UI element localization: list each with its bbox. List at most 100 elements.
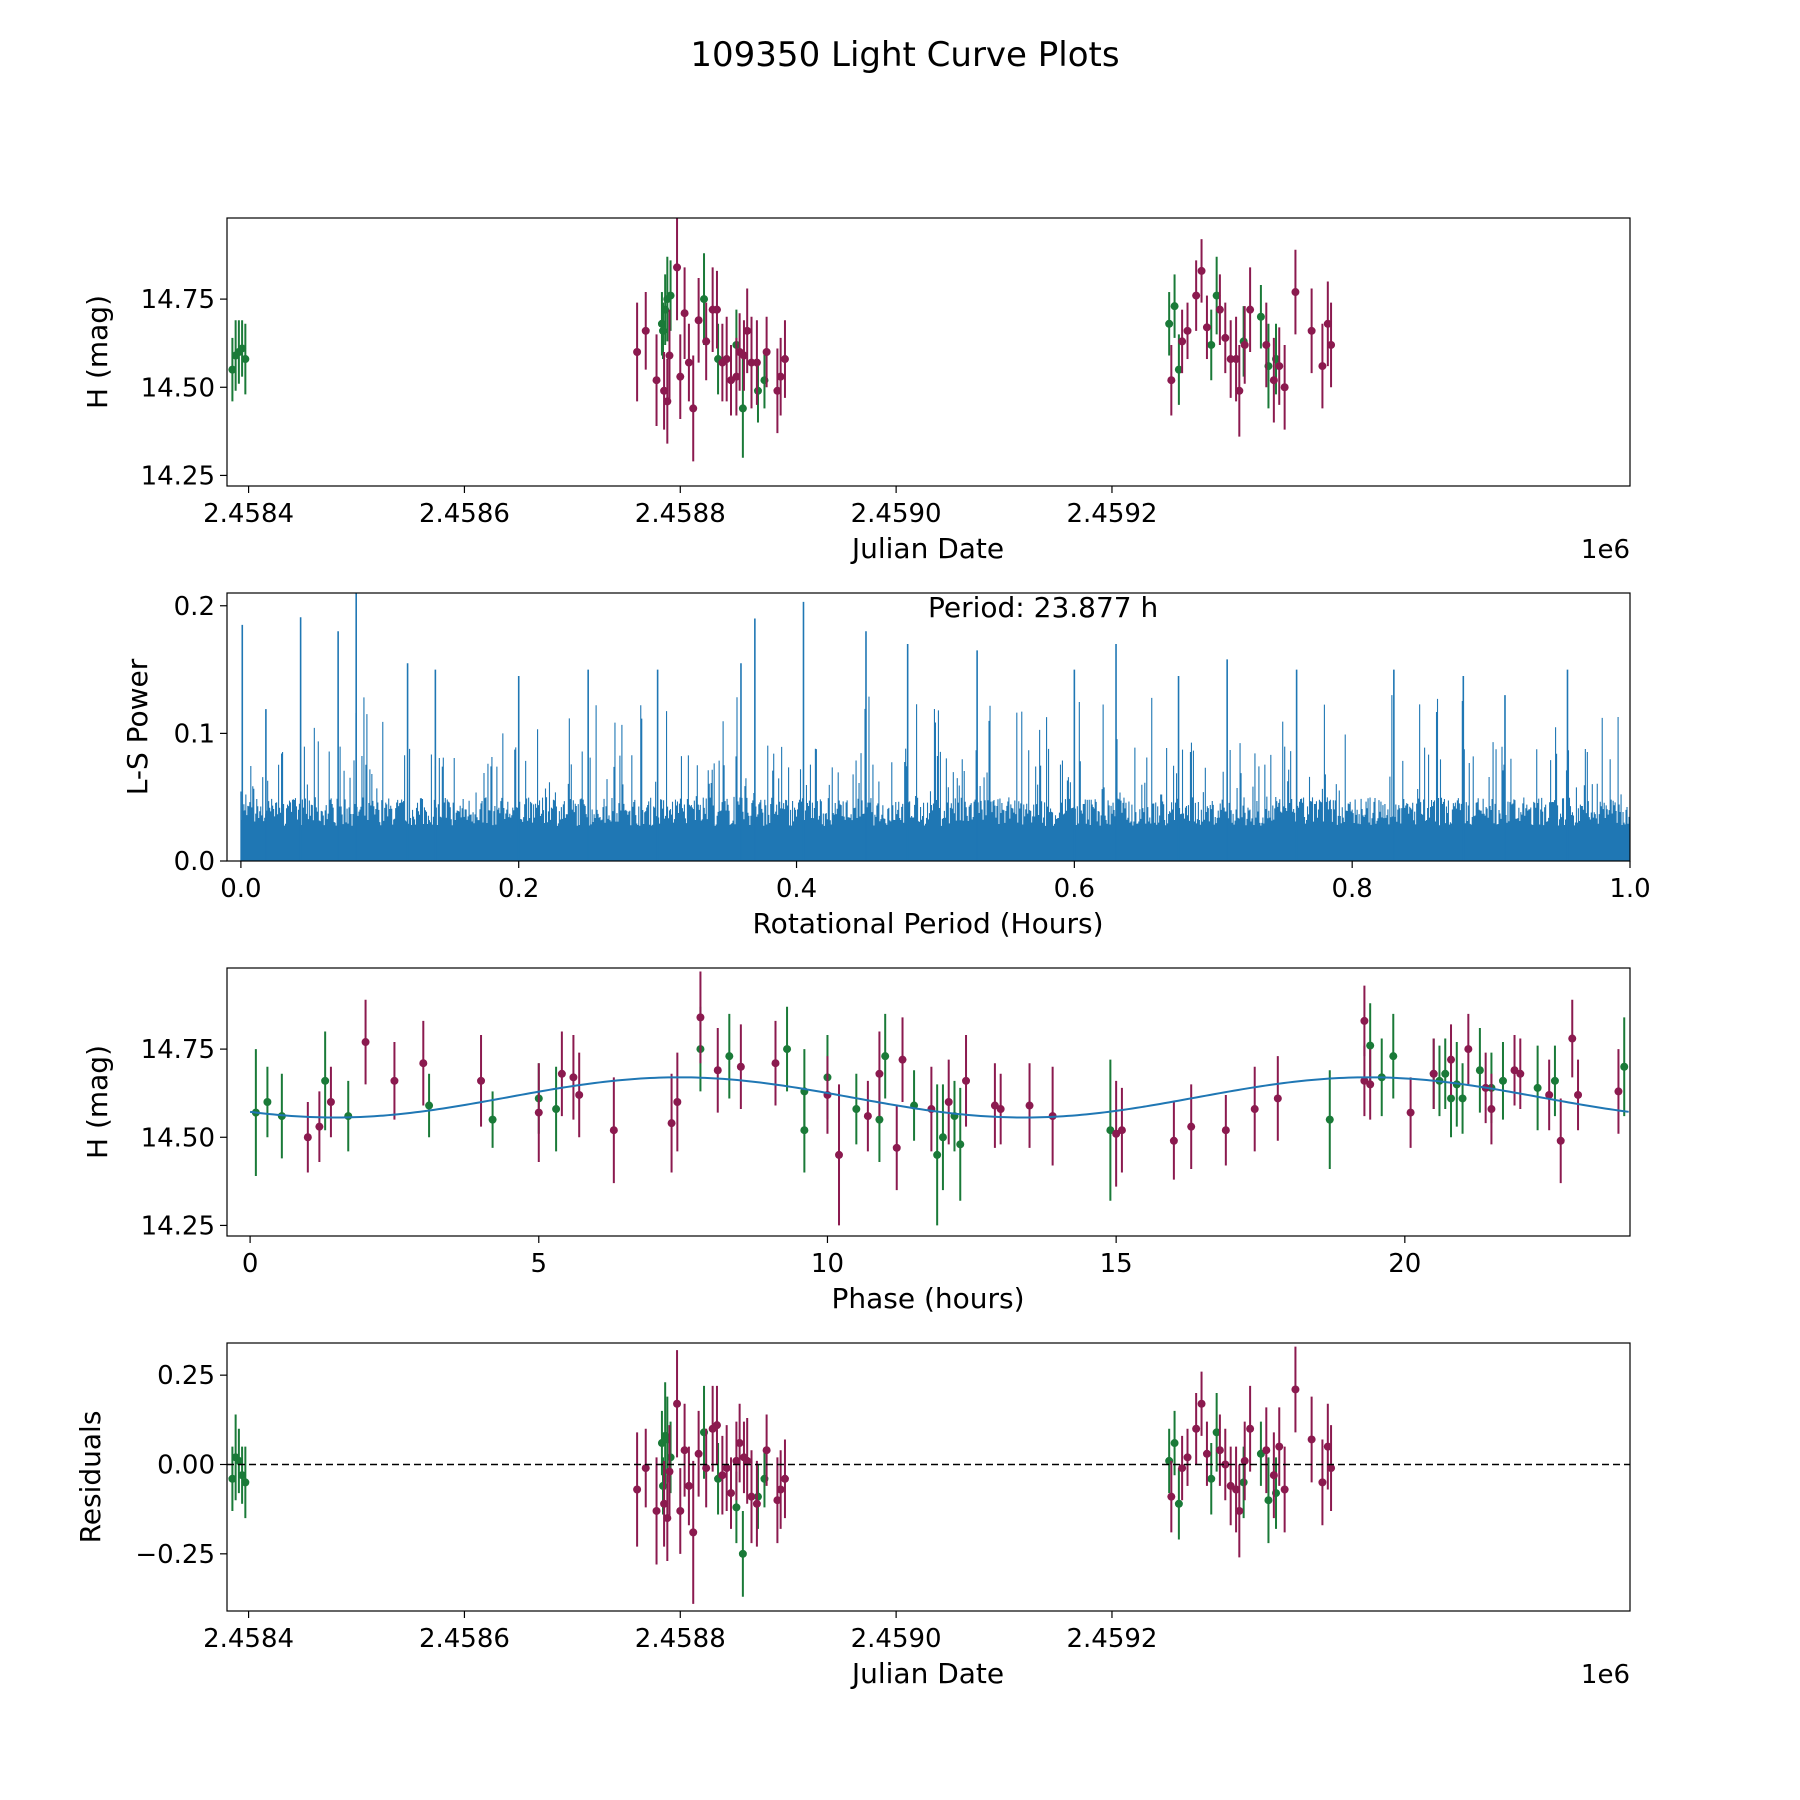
data-point — [1221, 333, 1230, 342]
lightcurve-x-ticks: 2.4584 2.4586 2.4588 2.4590 2.4592 — [203, 486, 1157, 529]
data-point — [666, 291, 675, 300]
lightcurve-axes-frame — [226, 217, 1631, 487]
data-point — [684, 358, 693, 367]
data-point — [1221, 1460, 1230, 1469]
residuals-x-offset: 1e6 — [1581, 1660, 1630, 1690]
data-point — [263, 1098, 272, 1106]
data-point — [738, 1549, 747, 1558]
x-tick-label: 2.4592 — [1066, 1624, 1157, 1654]
data-point — [732, 372, 741, 381]
x-tick-label: 1.0 — [1609, 874, 1650, 904]
data-point — [1429, 1069, 1438, 1078]
data-point — [321, 1076, 330, 1085]
data-point — [228, 1474, 237, 1483]
data-point — [835, 1150, 844, 1159]
data-point — [712, 305, 721, 314]
data-point — [1318, 1478, 1327, 1487]
data-point — [863, 1112, 872, 1121]
data-point — [609, 1126, 618, 1135]
data-point — [1280, 383, 1289, 392]
data-point — [738, 404, 747, 413]
data-point — [1106, 1126, 1115, 1135]
residuals-y-ticks: −0.25 0.00 0.25 — [135, 1361, 227, 1570]
y-tick-label: 14.75 — [141, 285, 215, 315]
data-point — [241, 1478, 250, 1487]
lightcurve-y-ticks: 14.25 14.50 14.75 — [141, 285, 227, 491]
periodogram-line — [240, 695, 1630, 861]
periodogram-annotation: Period: 23.877 h — [928, 591, 1158, 624]
x-tick-label: 2.4590 — [851, 1624, 942, 1654]
phased-panel: 0 5 10 15 20 14.25 14.50 14.75 Phase (hours) H… — [81, 967, 1631, 1315]
data-point — [1232, 355, 1241, 364]
data-point — [696, 1013, 705, 1022]
data-point — [1212, 1428, 1221, 1437]
x-tick-label: 2.4588 — [635, 499, 726, 529]
data-point — [694, 1449, 703, 1458]
fit-curve — [249, 1076, 1629, 1119]
data-point — [1174, 1499, 1183, 1508]
lightcurve-x-label: Julian Date — [850, 532, 1004, 565]
y-tick-label: 0.1 — [174, 719, 215, 749]
data-point — [732, 1456, 741, 1465]
y-tick-label: 0.0 — [174, 847, 215, 877]
data-point — [1192, 1424, 1201, 1433]
periodogram-y-ticks: 0.0 0.1 0.2 — [174, 592, 227, 877]
x-tick-label: 0.6 — [1054, 874, 1095, 904]
data-point — [1262, 340, 1271, 349]
data-point — [1366, 1041, 1375, 1050]
data-point — [875, 1069, 884, 1078]
y-tick-label: 0.2 — [174, 592, 215, 622]
data-point — [1240, 340, 1249, 349]
data-point — [1360, 1016, 1369, 1025]
data-point — [1366, 1080, 1375, 1089]
data-point — [762, 1446, 771, 1455]
y-tick-label: 0.00 — [157, 1450, 215, 1480]
data-point — [641, 326, 650, 335]
data-point — [1291, 1385, 1300, 1394]
residuals-x-label: Julian Date — [850, 1657, 1004, 1690]
data-point — [1568, 1034, 1577, 1043]
data-point — [780, 355, 789, 364]
residuals-y-label: Residuals — [74, 1411, 107, 1544]
data-point — [747, 1492, 756, 1501]
x-tick-label: 20 — [1388, 1249, 1421, 1279]
data-point — [1323, 319, 1332, 328]
data-point — [1269, 376, 1278, 385]
data-point — [1323, 1442, 1332, 1451]
periodogram-plot-area — [240, 593, 1630, 861]
data-point — [660, 1499, 669, 1508]
data-point — [1475, 1066, 1484, 1075]
data-point — [1235, 386, 1244, 395]
data-point — [344, 1112, 353, 1121]
x-tick-label: 5 — [531, 1249, 548, 1279]
data-point — [390, 1076, 399, 1085]
data-point — [933, 1150, 942, 1159]
data-point — [1256, 312, 1265, 321]
data-point — [1389, 1052, 1398, 1061]
data-point — [780, 1474, 789, 1483]
data-point — [1207, 1474, 1216, 1483]
data-point — [727, 1489, 736, 1498]
data-point — [303, 1133, 312, 1142]
phased-x-ticks: 0 5 10 15 20 — [242, 1236, 1421, 1279]
data-point — [732, 1503, 741, 1512]
periodogram-y-label: L-S Power — [121, 658, 154, 795]
periodogram-x-label: Rotational Period (Hours) — [752, 907, 1103, 940]
data-point — [1325, 1115, 1334, 1124]
data-point — [666, 1453, 675, 1462]
data-point — [1167, 376, 1176, 385]
data-point — [783, 1045, 792, 1054]
residuals-panel: 2.4584 2.4586 2.4588 2.4590 2.4592 −0.25 0.00… — [74, 1342, 1631, 1690]
data-point — [1447, 1055, 1456, 1064]
data-point — [1574, 1090, 1583, 1099]
data-point — [1167, 1492, 1176, 1501]
data-point — [1202, 323, 1211, 332]
lightcurve-panel: 2.4584 2.4586 2.4588 2.4590 2.4592 14.25 14.5… — [81, 217, 1631, 565]
data-point — [1192, 291, 1201, 300]
data-point — [725, 1052, 734, 1061]
residuals-x-ticks: 2.4584 2.4586 2.4588 2.4590 2.4592 — [203, 1611, 1157, 1654]
data-point — [713, 1066, 722, 1075]
data-point — [569, 1073, 578, 1082]
data-point — [633, 1485, 642, 1494]
x-tick-label: 2.4586 — [419, 499, 510, 529]
